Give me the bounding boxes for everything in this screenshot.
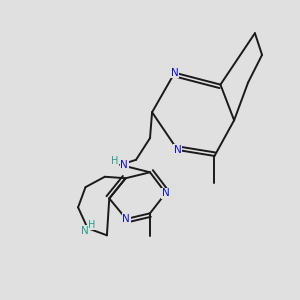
Text: N: N	[162, 188, 169, 198]
Text: N: N	[174, 145, 182, 155]
Text: N: N	[171, 68, 178, 78]
Text: H: H	[88, 220, 95, 230]
Text: N: N	[120, 160, 128, 170]
Text: N: N	[122, 214, 130, 224]
Text: H: H	[111, 156, 118, 166]
Text: N: N	[81, 226, 88, 236]
